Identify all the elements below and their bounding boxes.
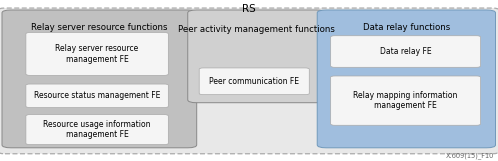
Text: Peer communication FE: Peer communication FE <box>209 77 299 86</box>
Text: Peer activity management functions: Peer activity management functions <box>178 25 335 34</box>
Text: X.609(15)_F10: X.609(15)_F10 <box>446 153 494 159</box>
FancyBboxPatch shape <box>199 68 309 95</box>
Text: Relay server resource
management FE: Relay server resource management FE <box>55 44 139 64</box>
FancyBboxPatch shape <box>2 10 197 148</box>
Text: Resource usage information
management FE: Resource usage information management FE <box>43 120 151 139</box>
FancyBboxPatch shape <box>0 8 498 154</box>
Text: Data relay functions: Data relay functions <box>363 23 450 32</box>
FancyBboxPatch shape <box>26 84 168 108</box>
FancyBboxPatch shape <box>331 36 481 67</box>
Text: Resource status management FE: Resource status management FE <box>34 91 160 100</box>
FancyBboxPatch shape <box>188 10 325 103</box>
Text: Relay mapping information
management FE: Relay mapping information management FE <box>354 91 458 110</box>
Text: Relay server resource functions: Relay server resource functions <box>31 23 168 32</box>
Text: Data relay FE: Data relay FE <box>380 47 431 56</box>
FancyBboxPatch shape <box>26 33 168 75</box>
FancyBboxPatch shape <box>317 10 496 148</box>
FancyBboxPatch shape <box>331 76 481 125</box>
FancyBboxPatch shape <box>26 115 168 145</box>
Text: RS: RS <box>242 4 256 14</box>
